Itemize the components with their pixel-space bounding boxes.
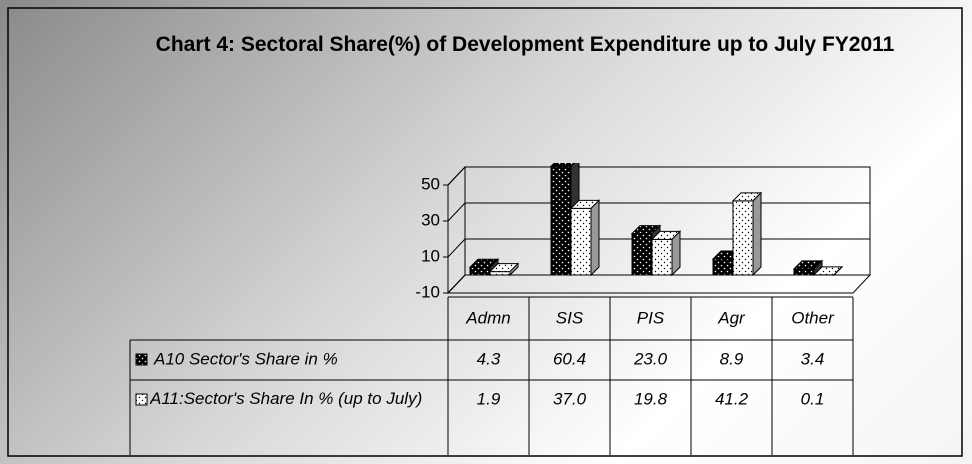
bar-front (712, 258, 734, 276)
y-tick-label: -10 (415, 282, 440, 301)
bar-side (509, 262, 519, 277)
data-label: 0.1 (801, 389, 825, 408)
data-label: 41.2 (715, 389, 749, 408)
data-label: 19.8 (634, 389, 668, 408)
x-tick-label: Other (791, 308, 835, 327)
chart-title: Chart 4: Sectoral Share(%) of Developmen… (155, 33, 895, 56)
grid-line (447, 166, 870, 186)
bar-front (570, 207, 592, 276)
y-tick-label: 10 (421, 246, 440, 265)
x-tick-label: Admn (465, 308, 510, 327)
bars (468, 163, 844, 277)
legend-label-box: A11:Sector's Share In % (up to July) (150, 389, 423, 408)
x-tick-label: PIS (637, 308, 665, 327)
legend-swatch (135, 353, 148, 366)
bar-side (590, 199, 600, 277)
data-label: 23.0 (633, 349, 668, 368)
side-wall (447, 165, 466, 295)
bar-front (793, 268, 815, 276)
bar-front (550, 165, 572, 276)
y-tick-label: 30 (421, 210, 440, 229)
bar (488, 262, 520, 277)
x-tick-label: Agr (717, 308, 746, 327)
bar-front (732, 200, 754, 276)
bar-side (752, 191, 762, 277)
bar-side (833, 265, 843, 277)
bar-front (469, 266, 491, 276)
x-tick-label: SIS (556, 308, 584, 327)
data-label: 37.0 (553, 389, 587, 408)
legend-label: A10 Sector's Share in % (153, 349, 338, 368)
bar-top (549, 163, 575, 167)
bar (569, 199, 601, 277)
legend-label: A11:Sector's Share In % (up to July) (150, 389, 423, 408)
legend-swatch (135, 393, 148, 406)
bar-side (671, 230, 681, 277)
bar (792, 259, 824, 277)
data-table: Admn SIS PIS Agr Other A10 Sector's Share in … (129, 296, 854, 455)
data-label: 3.4 (801, 349, 825, 368)
bar (812, 265, 844, 277)
bar (650, 230, 682, 277)
frame (7, 7, 963, 457)
data-label: 1.9 (477, 389, 501, 408)
grid-line (447, 274, 870, 294)
grid-line (447, 202, 870, 222)
data-label: 4.3 (477, 349, 501, 368)
bar-front (631, 233, 653, 276)
data-label: 8.9 (720, 349, 744, 368)
y-tick-label: 50 (421, 174, 440, 193)
bar (731, 191, 763, 277)
data-label: 60.4 (553, 349, 586, 368)
bar-front (489, 271, 511, 276)
floor (446, 274, 872, 294)
bar-front (651, 238, 673, 276)
